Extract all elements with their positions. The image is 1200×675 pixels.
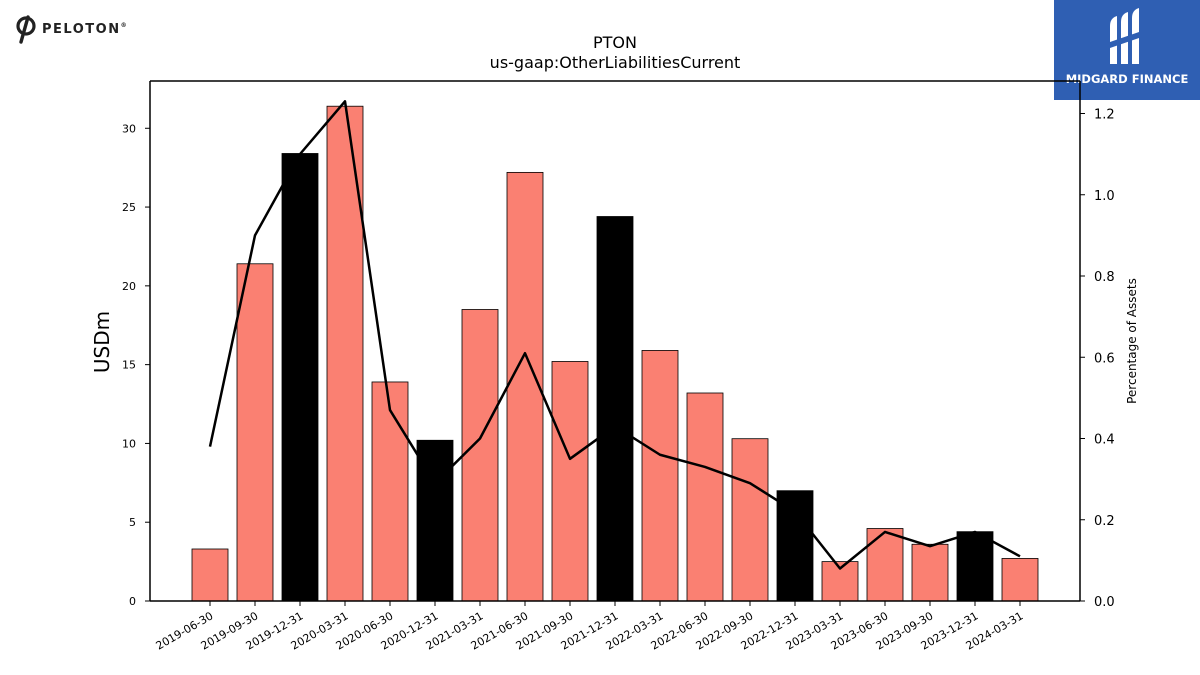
bar bbox=[506, 171, 544, 602]
peloton-logo-icon bbox=[16, 15, 36, 44]
bar-series bbox=[191, 105, 1039, 602]
line-path bbox=[208, 100, 1021, 570]
y2-tick-label: 1.0 bbox=[1094, 189, 1115, 204]
bar bbox=[911, 543, 949, 602]
bar bbox=[281, 153, 319, 602]
bar bbox=[641, 350, 679, 602]
bar bbox=[461, 309, 499, 602]
y2-tick-label: 0.8 bbox=[1094, 270, 1115, 285]
y-axis-label: USDm bbox=[90, 311, 114, 373]
bar bbox=[776, 490, 814, 602]
bar bbox=[371, 381, 409, 602]
midgard-logo: MIDGARD FINANCE bbox=[1054, 0, 1200, 100]
y2-tick-label: 0.0 bbox=[1094, 595, 1115, 610]
peloton-wordmark: PELOTON® bbox=[42, 21, 129, 37]
bar bbox=[1001, 558, 1039, 602]
y-tick-label: 25 bbox=[122, 201, 136, 214]
y-tick-label: 10 bbox=[122, 437, 136, 450]
bar bbox=[731, 438, 769, 602]
chart-title: PTON bbox=[593, 33, 637, 52]
y-tick-label: 30 bbox=[122, 122, 136, 135]
bar bbox=[551, 361, 589, 602]
line-series bbox=[208, 100, 1021, 570]
bar bbox=[956, 531, 994, 602]
y-tick-label: 0 bbox=[129, 595, 136, 608]
y2-tick-label: 0.6 bbox=[1094, 351, 1115, 366]
bar bbox=[596, 216, 634, 602]
y-tick-label: 15 bbox=[122, 359, 136, 372]
peloton-logo: PELOTON® bbox=[14, 14, 128, 44]
y-tick-label: 20 bbox=[122, 280, 136, 293]
bar bbox=[866, 528, 904, 602]
bar bbox=[326, 105, 364, 602]
y2-tick-label: 1.2 bbox=[1094, 108, 1115, 123]
midgard-logo-icon bbox=[1110, 8, 1139, 64]
bar bbox=[686, 392, 724, 602]
chart-subtitle: us-gaap:OtherLiabilitiesCurrent bbox=[490, 53, 741, 72]
bar bbox=[191, 548, 229, 602]
y-tick-label: 5 bbox=[129, 516, 136, 529]
y2-tick-label: 0.4 bbox=[1094, 433, 1115, 448]
bar bbox=[416, 439, 454, 602]
midgard-brand-name: MIDGARD FINANCE bbox=[1065, 72, 1189, 86]
y2-axis-label: Percentage of Assets bbox=[1125, 278, 1139, 404]
y2-tick-label: 0.2 bbox=[1094, 514, 1115, 529]
bar bbox=[236, 263, 274, 602]
